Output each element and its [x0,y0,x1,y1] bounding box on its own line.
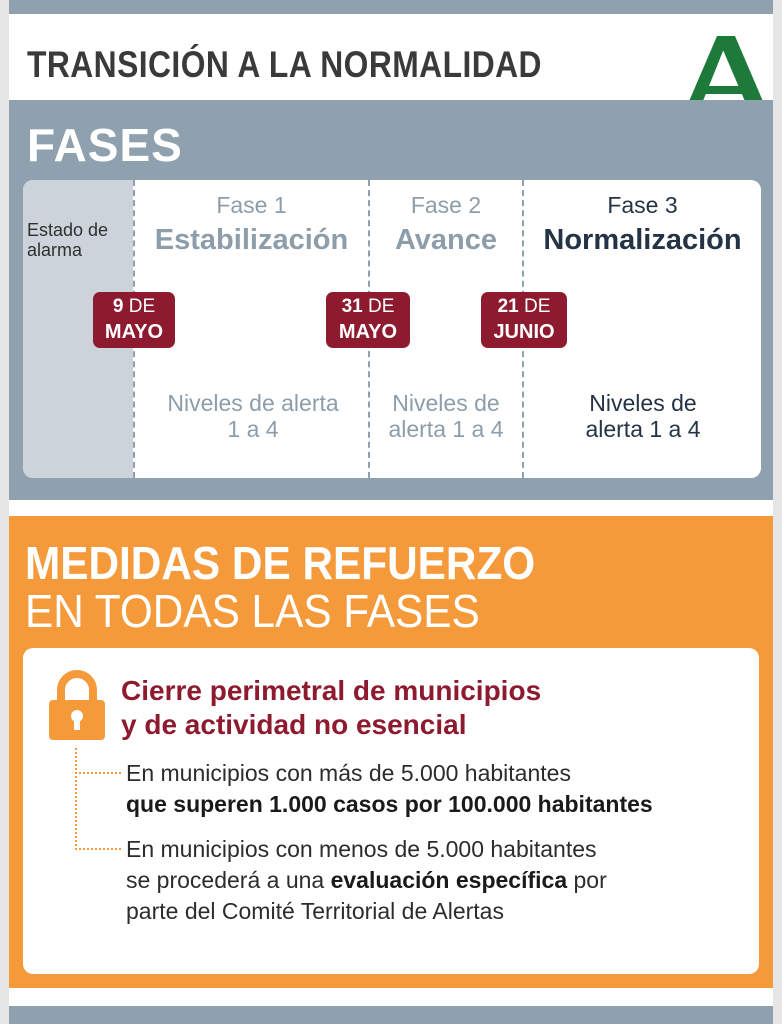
medidas-section: MEDIDAS DE REFUERZO EN TODAS LAS FASES C… [9,516,773,988]
phase-3-number: Fase 3 [607,192,678,218]
measure-text-bold: evaluación específica [330,867,568,893]
phases-timeline: Estado de alarma Fase 1 Estabilización N… [23,180,761,478]
phase-2-number: Fase 2 [410,192,482,218]
junta-andalucia-logo-icon [687,36,765,106]
measures-card: Cierre perimetral de municipios y de act… [23,648,759,974]
infographic: TRANSICIÓN A LA NORMALIDAD FASES Estado … [9,0,773,1024]
card-title-line: Cierre perimetral de municipios [121,675,542,706]
date-de: DE [128,296,156,317]
measure-item: En municipios con más de 5.000 habitante… [126,758,653,820]
date-day: 9 [112,296,124,317]
measure-item: En municipios con menos de 5.000 habitan… [126,834,607,927]
date-de: DE [368,296,395,317]
phase-3-levels: Niveles de alerta 1 a 4 [585,390,701,442]
date-month: JUNIO [493,321,555,343]
date-day: 21 [497,296,519,317]
top-strip [9,0,773,14]
date-month: MAYO [338,321,398,343]
phase-2-levels: Niveles de alerta 1 a 4 [388,390,504,442]
date-badge: 31 DE MAYO [326,292,410,348]
date-month: MAYO [104,321,164,343]
measure-text: por [567,867,607,893]
phase-2-name: Avance [394,224,498,256]
header: TRANSICIÓN A LA NORMALIDAD [9,14,773,106]
card-title: Cierre perimetral de municipios y de act… [121,674,541,742]
bottom-strip [9,1006,773,1024]
phase-1-levels: Niveles de alerta 1 a 4 [167,390,339,442]
date-de: DE [524,296,551,317]
measure-text: En municipios con menos de 5.000 habitan… [126,836,597,862]
page-title: TRANSICIÓN A LA NORMALIDAD [27,44,542,85]
connector-line [75,748,77,850]
phase-1-name: Estabilización [154,224,349,256]
fases-title: FASES [27,119,183,171]
medidas-title: MEDIDAS DE REFUERZO [25,537,536,589]
connector-line [75,848,121,850]
date-badge: 21 DE JUNIO [481,292,567,348]
medidas-subtitle: EN TODAS LAS FASES [25,585,480,637]
measure-text: parte del Comité Territorial de Alertas [126,898,504,924]
padlock-icon [49,670,105,740]
date-day: 31 [341,296,363,317]
measure-text: se procederá a una [126,867,331,893]
measure-text-bold: que superen 1.000 casos por 100.000 habi… [126,791,653,817]
estado-alarma-label: Estado de alarma [27,220,109,260]
date-badge: 9 DE MAYO [93,292,175,348]
card-title-line: y de actividad no esencial [121,709,467,740]
phase-1-number: Fase 1 [216,192,287,218]
fases-section: FASES Estado de alarma Fase 1 Estabiliza… [9,100,773,500]
measure-text: En municipios con más de 5.000 habitante… [126,760,571,786]
phase-3-name: Normalización [543,224,742,256]
connector-line [75,772,121,774]
